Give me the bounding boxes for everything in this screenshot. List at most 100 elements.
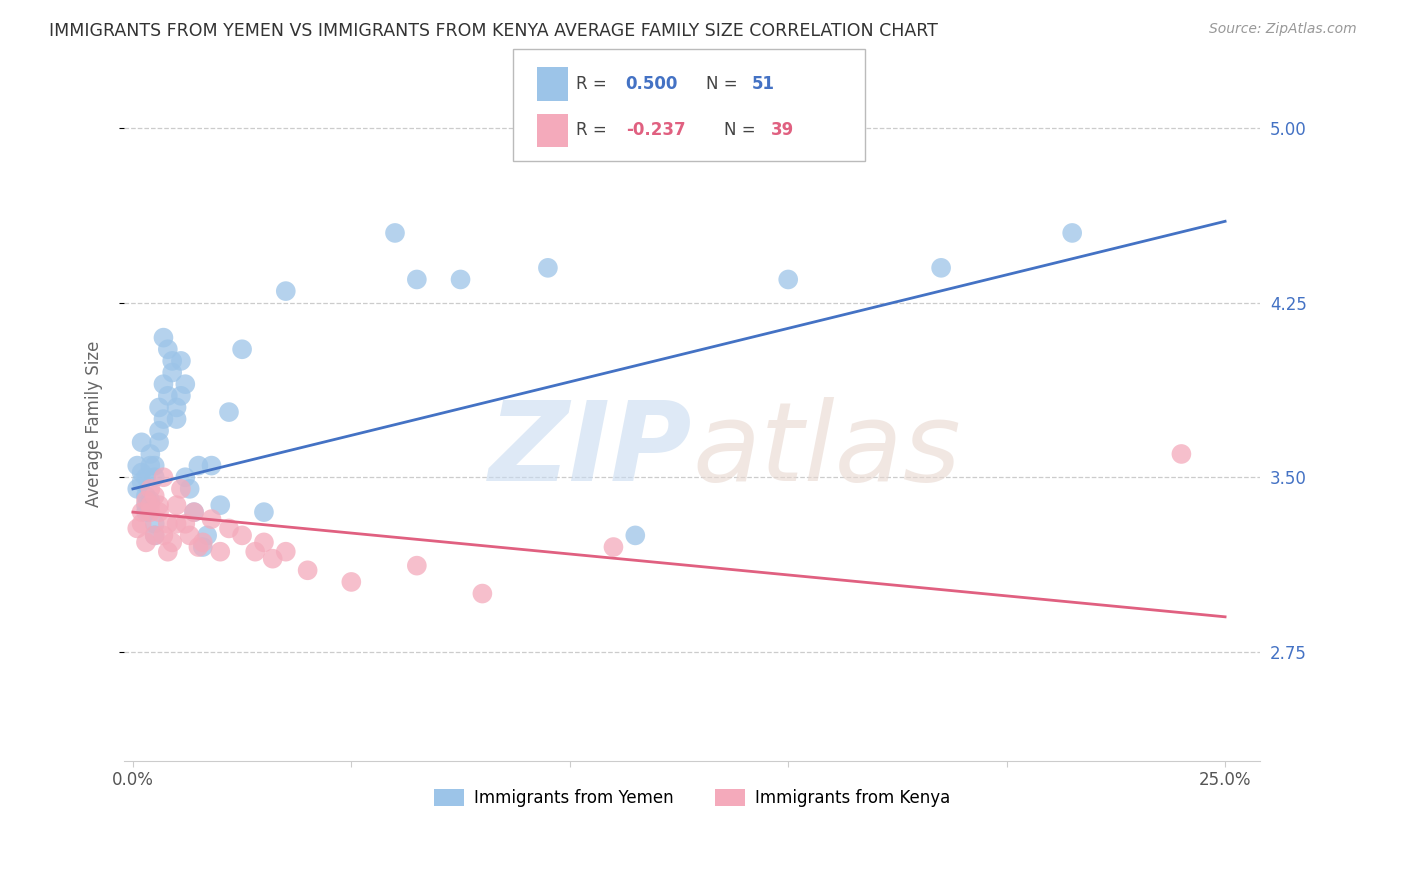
Point <box>183 505 205 519</box>
Point <box>274 284 297 298</box>
Point <box>143 528 166 542</box>
Point <box>262 551 284 566</box>
Point <box>778 272 800 286</box>
Point <box>200 512 222 526</box>
Point <box>218 521 240 535</box>
Point <box>245 544 267 558</box>
Point <box>139 482 162 496</box>
Point <box>1062 226 1084 240</box>
Text: 0.500: 0.500 <box>626 75 678 94</box>
Point <box>143 489 166 503</box>
Text: 39: 39 <box>770 121 794 139</box>
Point <box>274 544 297 558</box>
Point <box>384 226 406 240</box>
Point <box>148 435 170 450</box>
Point <box>143 528 166 542</box>
Point <box>537 260 560 275</box>
Point <box>135 489 157 503</box>
Point <box>1170 447 1192 461</box>
Point <box>231 528 253 542</box>
Point <box>253 505 276 519</box>
Point <box>929 260 952 275</box>
Point <box>135 505 157 519</box>
Point <box>131 516 153 531</box>
Point <box>174 516 197 531</box>
Point <box>174 470 197 484</box>
Point <box>143 458 166 473</box>
Point <box>179 528 201 542</box>
Point <box>195 528 218 542</box>
Point <box>135 535 157 549</box>
Point <box>174 377 197 392</box>
Point <box>179 482 201 496</box>
Point <box>471 586 494 600</box>
Point <box>131 505 153 519</box>
Point <box>170 389 193 403</box>
Y-axis label: Average Family Size: Average Family Size <box>86 341 103 507</box>
Point <box>218 405 240 419</box>
Point <box>450 272 472 286</box>
Point <box>139 447 162 461</box>
Point <box>602 540 624 554</box>
Text: ZIP: ZIP <box>489 397 692 504</box>
Point <box>152 412 174 426</box>
Point <box>139 458 162 473</box>
Point <box>135 470 157 484</box>
Point <box>148 498 170 512</box>
Point <box>156 343 179 357</box>
Point <box>152 528 174 542</box>
Text: R =: R = <box>576 75 613 94</box>
Text: atlas: atlas <box>692 397 960 504</box>
Point <box>170 354 193 368</box>
Point <box>152 331 174 345</box>
Point <box>253 535 276 549</box>
Point <box>170 482 193 496</box>
Point <box>191 540 214 554</box>
Point <box>191 535 214 549</box>
Point <box>297 563 319 577</box>
Point <box>624 528 647 542</box>
Text: IMMIGRANTS FROM YEMEN VS IMMIGRANTS FROM KENYA AVERAGE FAMILY SIZE CORRELATION C: IMMIGRANTS FROM YEMEN VS IMMIGRANTS FROM… <box>49 22 938 40</box>
Point <box>183 505 205 519</box>
Point <box>131 435 153 450</box>
Point <box>127 482 149 496</box>
Point <box>200 458 222 473</box>
Point <box>135 498 157 512</box>
Point <box>156 389 179 403</box>
Point <box>148 505 170 519</box>
Legend: Immigrants from Yemen, Immigrants from Kenya: Immigrants from Yemen, Immigrants from K… <box>427 782 957 814</box>
Point <box>127 521 149 535</box>
Text: Source: ZipAtlas.com: Source: ZipAtlas.com <box>1209 22 1357 37</box>
Point <box>139 493 162 508</box>
Point <box>156 544 179 558</box>
Text: -0.237: -0.237 <box>626 121 685 139</box>
Point <box>166 498 188 512</box>
Point <box>187 540 209 554</box>
Point <box>209 498 232 512</box>
Point <box>166 412 188 426</box>
Point <box>160 354 183 368</box>
Point <box>166 516 188 531</box>
Point <box>135 493 157 508</box>
Point <box>131 466 153 480</box>
Point <box>148 401 170 415</box>
Point <box>160 535 183 549</box>
Point <box>152 470 174 484</box>
Point <box>156 516 179 531</box>
Point <box>160 366 183 380</box>
Point <box>143 470 166 484</box>
Point <box>405 558 427 573</box>
Point <box>148 424 170 438</box>
Point <box>187 458 209 473</box>
Point <box>405 272 427 286</box>
Point <box>131 475 153 489</box>
Point <box>143 516 166 531</box>
Point <box>139 498 162 512</box>
Point <box>127 458 149 473</box>
Point <box>152 377 174 392</box>
Text: 51: 51 <box>752 75 775 94</box>
Point <box>231 343 253 357</box>
Point <box>139 505 162 519</box>
Text: N =: N = <box>724 121 761 139</box>
Point <box>209 544 232 558</box>
